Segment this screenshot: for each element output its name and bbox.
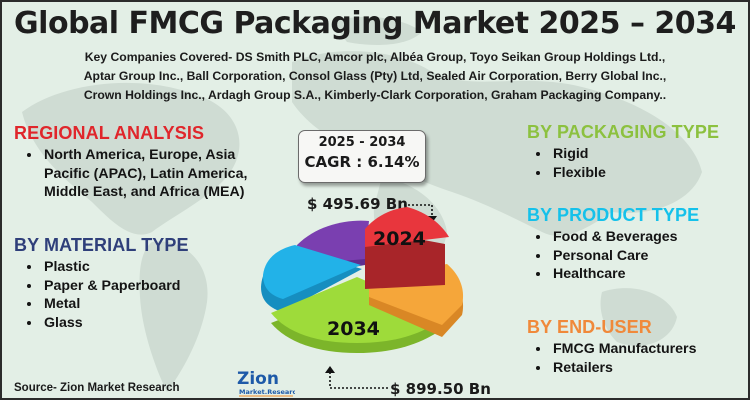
material-type-heading: BY MATERIAL TYPE — [14, 235, 189, 255]
material-type-section: BY MATERIAL TYPE Plastic Paper & Paperbo… — [14, 235, 254, 332]
arrow-2034-icon — [325, 366, 388, 389]
list-item: Personal Care — [551, 247, 747, 266]
list-item: Metal — [42, 295, 254, 314]
source-text: Source- Zion Market Research — [14, 382, 180, 394]
pie-slice-blue — [263, 245, 361, 299]
value-2024: $ 495.69 Bn — [307, 195, 408, 213]
packaging-type-heading: BY PACKAGING TYPE — [527, 122, 720, 142]
list-item: Food & Beverages — [551, 228, 747, 247]
regional-analysis-section: REGIONAL ANALYSIS North America, Europe,… — [14, 123, 259, 202]
list-item: Paper & Paperboard — [42, 277, 254, 296]
list-item: FMCG Manufacturers — [551, 340, 747, 359]
key-companies-line: Aptar Group Inc., Ball Corporation, Cons… — [83, 69, 667, 83]
key-companies-line: Key Companies Covered- DS Smith PLC, Amc… — [84, 50, 666, 64]
pie-chart: 2034 2024 — [261, 207, 464, 353]
svg-text:Zion: Zion — [237, 369, 279, 389]
pie-slice-red — [365, 207, 449, 247]
zion-logo: Zion Market.Research — [235, 364, 301, 398]
value-2034: $ 899.50 Bn — [390, 380, 491, 398]
end-user-heading: BY END-USER — [527, 317, 652, 337]
list-item: Plastic — [42, 258, 254, 277]
zion-logo-icon: Zion Market.Research — [237, 369, 301, 397]
pie-slice-green — [271, 277, 445, 343]
forecast-period: 2025 - 2034 — [318, 135, 406, 150]
list-item: Glass — [42, 314, 254, 333]
regional-analysis-heading: REGIONAL ANALYSIS — [14, 123, 205, 143]
product-type-heading: BY PRODUCT TYPE — [527, 205, 700, 225]
label-2024: 2024 — [373, 228, 426, 250]
label-2034: 2034 — [327, 318, 380, 340]
packaging-type-section: BY PACKAGING TYPE Rigid Flexible — [527, 122, 747, 182]
list-item: Retailers — [551, 359, 747, 378]
page-title: Global FMCG Packaging Market 2025 – 2034 — [14, 6, 736, 41]
list-item: Flexible — [551, 164, 747, 183]
list-item: Rigid — [551, 145, 747, 164]
product-type-section: BY PRODUCT TYPE Food & Beverages Persona… — [527, 205, 747, 284]
list-item: North America, Europe, Asia Pacific (APA… — [42, 146, 259, 202]
end-user-section: BY END-USER FMCG Manufacturers Retailers — [527, 317, 747, 377]
key-companies: Key Companies Covered- DS Smith PLC, Amc… — [32, 48, 718, 105]
cagr-box: 2025 - 2034 CAGR : 6.14% — [298, 130, 426, 183]
key-companies-line: Crown Holdings Inc., Ardagh Group S.A., … — [83, 88, 667, 102]
list-item: Healthcare — [551, 265, 747, 284]
svg-text:Market.Research: Market.Research — [239, 388, 295, 396]
cagr-value: CAGR : 6.14% — [304, 153, 420, 171]
